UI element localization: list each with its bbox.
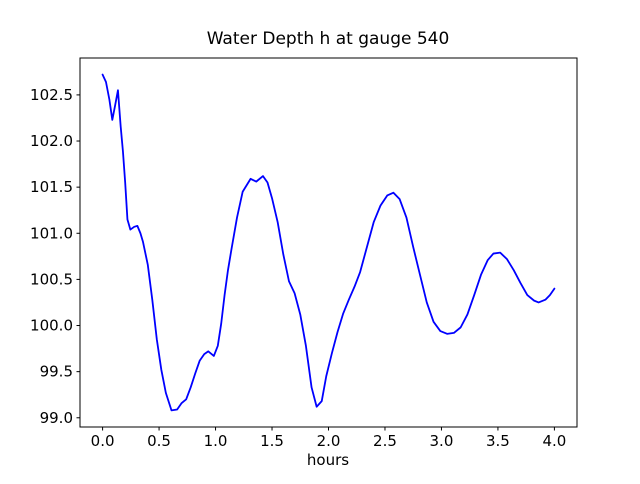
y-tick-label: 100.5 [30,270,73,288]
y-tick-label: 99.5 [40,363,73,381]
x-tick-label: 1.5 [260,432,284,450]
plot-area-border [79,57,578,428]
x-axis-ticks: 0.0 0.5 1.0 1.5 2.0 2.5 3.0 3.5 4.0 [91,427,566,450]
y-tick-label: 101.5 [30,178,73,196]
x-tick-label: 0.5 [147,432,171,450]
x-axis-label: hours [307,451,349,469]
data-line-water-depth [101,73,556,412]
y-tick-label: 102.0 [30,132,73,150]
y-tick-label: 100.0 [30,317,73,335]
x-tick-label: 2.0 [317,432,341,450]
x-tick-label: 1.0 [204,432,228,450]
x-tick-label: 3.0 [430,432,454,450]
x-tick-label: 4.0 [542,432,566,450]
x-tick-label: 0.0 [91,432,115,450]
y-tick-label: 99.0 [40,409,73,427]
y-axis-ticks: 99.0 99.5 100.0 100.5 101.0 101.5 102.0 102.5 [30,86,80,427]
y-tick-label: 101.0 [30,224,73,242]
x-tick-label: 3.5 [486,432,510,450]
x-tick-label: 2.5 [373,432,397,450]
y-tick-label: 102.5 [30,86,73,104]
chart-title: Water Depth h at gauge 540 [207,29,450,49]
